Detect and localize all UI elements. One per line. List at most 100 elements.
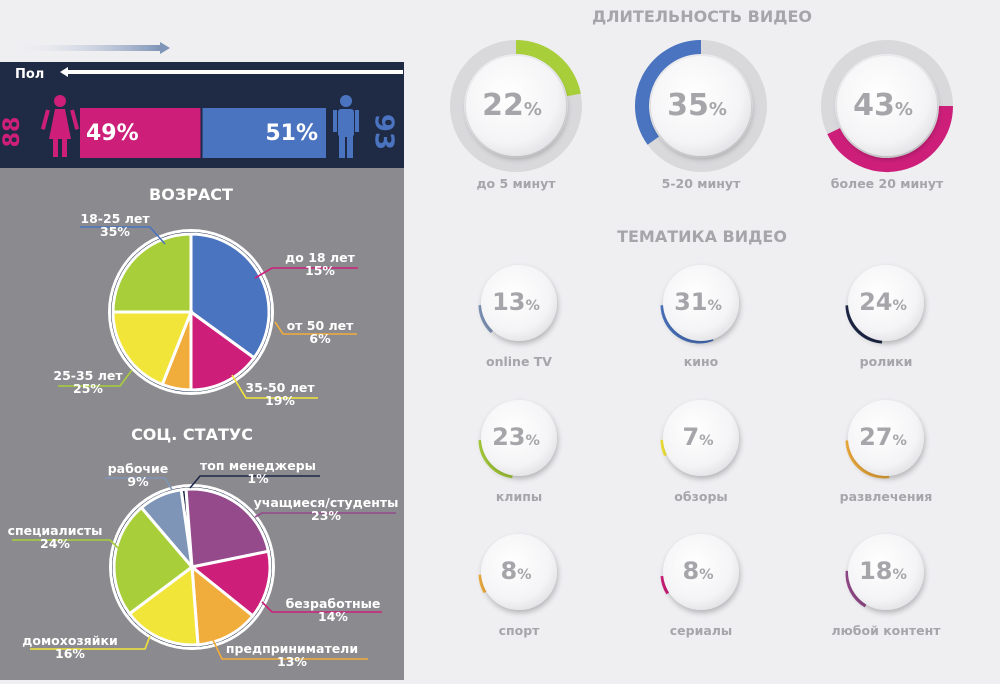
pie-slice bbox=[189, 309, 257, 392]
donut-value-unit: % bbox=[707, 298, 721, 314]
donut-label: online TV bbox=[486, 354, 552, 369]
duration-donuts: 22% до 5 минут 35% 5-20 минут 43% более 20 ми… bbox=[450, 40, 953, 191]
leader-line bbox=[274, 321, 357, 335]
slice-label: специалисты bbox=[8, 523, 103, 538]
donut-value-unit: % bbox=[525, 298, 539, 314]
leader-line bbox=[105, 477, 173, 491]
donut-center bbox=[466, 56, 566, 156]
slice-percent: 25% bbox=[73, 381, 103, 396]
duration-title: ДЛИТЕЛЬНОСТЬ ВИДЕО bbox=[592, 7, 812, 26]
slice-percent: 6% bbox=[309, 331, 331, 346]
donut-label: более 20 минут bbox=[831, 176, 944, 191]
pie-slice bbox=[127, 564, 200, 647]
donut-label: любой контент bbox=[831, 623, 941, 638]
donut-label: сериалы bbox=[670, 623, 733, 638]
topic-donuts: 13% online TV 31% кино 24% ролики 23% клипы 7% об… bbox=[478, 265, 941, 638]
donut-item: 8% спорт bbox=[478, 534, 557, 638]
donut-value: 13% bbox=[492, 288, 540, 316]
donut-item: 22% до 5 минут bbox=[450, 40, 582, 191]
leader-line bbox=[80, 226, 166, 245]
age-pie-title: ВОЗРАСТ bbox=[149, 185, 233, 204]
donut-item: 24% ролики bbox=[845, 265, 924, 369]
slice-percent: 24% bbox=[40, 536, 70, 551]
donut-value-unit: % bbox=[895, 99, 913, 120]
male-index: 93 bbox=[369, 114, 399, 150]
donut-item: 8% сериалы bbox=[660, 534, 739, 638]
donut-label: клипы bbox=[496, 489, 542, 504]
donut-value-number: 43 bbox=[853, 88, 895, 123]
donut-center bbox=[848, 400, 924, 476]
donut-value-number: 35 bbox=[667, 88, 709, 123]
social-pie-title: СОЦ. СТАТУС bbox=[131, 425, 253, 444]
pie-slice bbox=[188, 549, 272, 618]
slice-label: до 18 лет bbox=[285, 250, 355, 265]
donut-value-unit: % bbox=[699, 433, 713, 449]
leader-line bbox=[58, 369, 133, 387]
leader-line bbox=[30, 635, 151, 650]
female-percent: 49% bbox=[86, 121, 139, 146]
donut-arc bbox=[635, 40, 702, 145]
donut-center bbox=[837, 56, 937, 156]
donut-label: спорт bbox=[499, 623, 541, 638]
donut-value: 23% bbox=[492, 423, 540, 451]
donut-value: 43% bbox=[853, 88, 913, 123]
slice-label: рабочие bbox=[108, 461, 169, 476]
donut-item: 18% любой контент bbox=[831, 534, 941, 638]
donut-value-number: 22 bbox=[482, 88, 524, 123]
donut-item: 31% кино bbox=[660, 265, 739, 369]
slice-percent: 9% bbox=[127, 474, 149, 489]
slice-percent: 13% bbox=[277, 654, 307, 669]
donut-item: 27% развлечения bbox=[840, 400, 932, 504]
leader-line bbox=[189, 475, 320, 489]
donut-value-unit: % bbox=[699, 567, 713, 583]
leader-line bbox=[254, 267, 358, 279]
female-bar bbox=[80, 108, 201, 158]
slice-label: 18-25 лет bbox=[80, 211, 150, 226]
slice-percent: 35% bbox=[100, 224, 130, 239]
donut-item: 13% online TV bbox=[478, 265, 557, 369]
donut-item: 23% клипы bbox=[478, 400, 557, 504]
donut-value-unit: % bbox=[709, 99, 727, 120]
slice-percent: 15% bbox=[305, 263, 335, 278]
pie-slice bbox=[184, 487, 271, 569]
donut-item: 35% 5-20 минут bbox=[635, 40, 767, 191]
pie-slice bbox=[139, 488, 195, 572]
donut-value: 18% bbox=[859, 557, 907, 585]
donut-center bbox=[663, 534, 739, 610]
donut-value-number: 8 bbox=[682, 557, 699, 585]
donut-center bbox=[663, 400, 739, 476]
male-percent: 51% bbox=[265, 121, 318, 146]
left-arrow-icon bbox=[60, 67, 403, 77]
donut-value-number: 7 bbox=[682, 423, 699, 451]
donut-center bbox=[663, 265, 739, 341]
gender-title: Пол bbox=[15, 67, 44, 82]
donut-value-number: 24 bbox=[859, 288, 892, 316]
donut-value: 35% bbox=[667, 88, 727, 123]
donut-value-unit: % bbox=[892, 567, 906, 583]
slice-label: безработные bbox=[286, 596, 381, 611]
slice-label: топ менеджеры bbox=[200, 458, 316, 473]
pie-slice bbox=[111, 310, 194, 387]
donut-center bbox=[481, 400, 557, 476]
donut-value: 22% bbox=[482, 88, 542, 123]
donut-value-unit: % bbox=[517, 567, 531, 583]
slice-label: 25-35 лет bbox=[53, 368, 123, 383]
slice-label: домохозяйки bbox=[22, 633, 117, 648]
slice-label: учащиеся/студенты bbox=[254, 495, 399, 510]
donut-arc bbox=[827, 105, 953, 172]
leader-line bbox=[12, 539, 119, 549]
male-icon bbox=[333, 95, 359, 158]
slice-percent: 14% bbox=[318, 609, 348, 624]
donut-value-number: 23 bbox=[492, 423, 525, 451]
male-bar bbox=[202, 108, 326, 158]
donut-arc bbox=[515, 40, 581, 97]
